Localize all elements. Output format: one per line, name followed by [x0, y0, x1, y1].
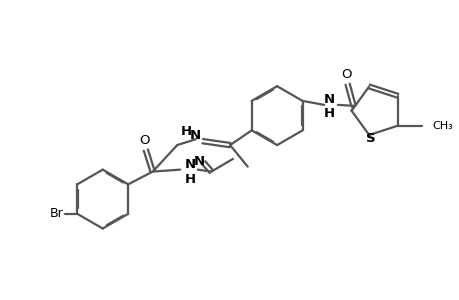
Text: N: N [184, 158, 195, 171]
Text: Br: Br [50, 207, 63, 220]
Text: N: N [189, 129, 200, 142]
Text: S: S [365, 132, 375, 146]
Text: CH₃: CH₃ [431, 121, 452, 131]
Text: H: H [323, 107, 334, 120]
Text: H: H [184, 173, 195, 186]
Text: N: N [194, 155, 205, 168]
Text: O: O [341, 68, 351, 81]
Text: H: H [180, 125, 192, 138]
Text: O: O [139, 134, 150, 147]
Text: N: N [323, 93, 334, 106]
